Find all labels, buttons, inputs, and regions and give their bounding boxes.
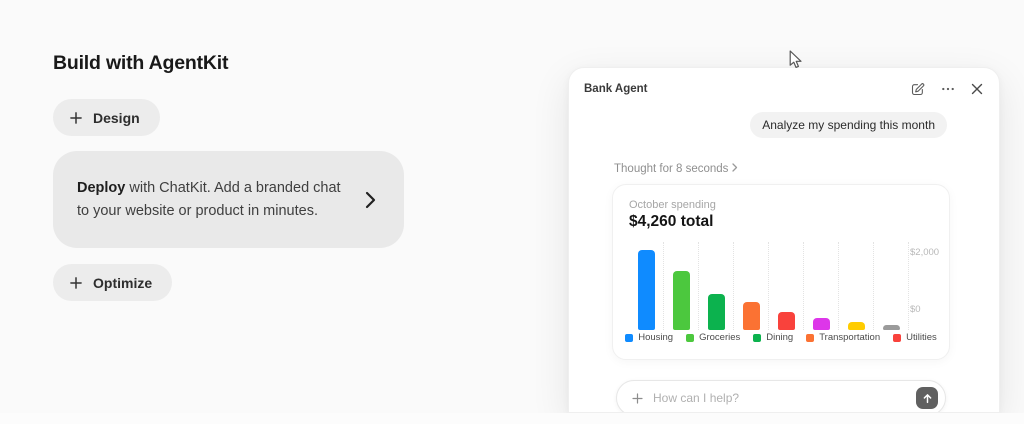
- bank-agent-widget: Bank Agent Analyze my spending this mont…: [568, 67, 1000, 413]
- bar-slot: [769, 242, 804, 330]
- close-icon[interactable]: [969, 81, 985, 97]
- legend-label: Transportation: [819, 332, 881, 343]
- legend-item-dining: Dining: [753, 332, 793, 343]
- y-tick-2000: $2,000: [910, 247, 940, 258]
- legend-item-transportation: Transportation: [806, 332, 880, 343]
- legend-swatch: [893, 333, 902, 342]
- legend-item-groceries: Groceries: [686, 332, 740, 343]
- legend-label: Utilities: [906, 332, 937, 343]
- y-tick-0: $0: [910, 304, 921, 315]
- legend-swatch: [806, 333, 815, 342]
- legend-swatch: [686, 333, 695, 342]
- bar-slot: [874, 242, 909, 330]
- bar-slot: [699, 242, 734, 330]
- compose-icon[interactable]: [908, 80, 927, 99]
- plus-icon: [69, 111, 83, 125]
- bar-housing: [637, 250, 655, 330]
- user-message-bubble: Analyze my spending this month: [750, 112, 947, 138]
- legend-label: Housing: [638, 332, 674, 343]
- bar-slot: [839, 242, 874, 330]
- widget-header: Bank Agent: [569, 68, 999, 104]
- deploy-card-text: Deploy with ChatKit. Add a branded chat …: [77, 177, 349, 223]
- bar-utilities: [777, 312, 795, 330]
- plus-icon[interactable]: [631, 392, 644, 405]
- legend-swatch: [753, 333, 762, 342]
- deploy-card[interactable]: Deploy with ChatKit. Add a branded chat …: [53, 151, 404, 248]
- bar-category-6: [812, 318, 830, 330]
- optimize-button[interactable]: Optimize: [53, 264, 173, 301]
- legend-item-housing: Housing: [625, 332, 673, 343]
- chart-legend: Housing Groceries Dining Transportation Util…: [613, 332, 949, 343]
- bar-chart-plot: [629, 242, 909, 330]
- plus-icon: [69, 276, 83, 290]
- bar-transportation: [742, 302, 760, 330]
- optimize-button-label: Optimize: [93, 274, 153, 291]
- chart-total: $4,260 total: [629, 213, 714, 230]
- legend-swatch: [625, 333, 634, 342]
- bar-slot: [804, 242, 839, 330]
- page-title: Build with AgentKit: [53, 52, 229, 74]
- chevron-right-icon: [365, 191, 376, 209]
- thought-label: Thought for 8 seconds: [614, 163, 729, 175]
- bar-slot: [664, 242, 699, 330]
- bar-category-7: [847, 322, 865, 330]
- arrow-up-icon: [922, 393, 933, 404]
- deploy-card-rest: with ChatKit. Add a branded chat to your…: [77, 179, 341, 219]
- bar-slot: [629, 242, 664, 330]
- bar-slot: [734, 242, 769, 330]
- bar-category-8: [882, 325, 900, 330]
- legend-label: Dining: [766, 332, 794, 343]
- design-button[interactable]: Design: [53, 99, 160, 136]
- bar-dining: [707, 294, 725, 330]
- widget-title: Bank Agent: [584, 83, 648, 95]
- thought-toggle[interactable]: Thought for 8 seconds: [614, 163, 738, 175]
- chat-input[interactable]: [653, 391, 916, 405]
- section-divider: [0, 413, 1024, 424]
- design-button-label: Design: [93, 109, 140, 126]
- chart-subtitle: October spending: [629, 199, 716, 211]
- legend-item-utilities: Utilities: [893, 332, 937, 343]
- y-axis: $2,000 $0: [910, 242, 950, 330]
- chat-input-bar: [616, 380, 946, 412]
- deploy-card-bold: Deploy: [77, 179, 126, 196]
- ellipsis-icon[interactable]: [939, 80, 957, 98]
- legend-label: Groceries: [699, 332, 741, 343]
- send-button[interactable]: [916, 387, 938, 409]
- chevron-right-icon: [732, 163, 738, 175]
- spending-chart-card: October spending $4,260 total $2,000 $0 …: [612, 184, 950, 360]
- bar-groceries: [672, 271, 690, 330]
